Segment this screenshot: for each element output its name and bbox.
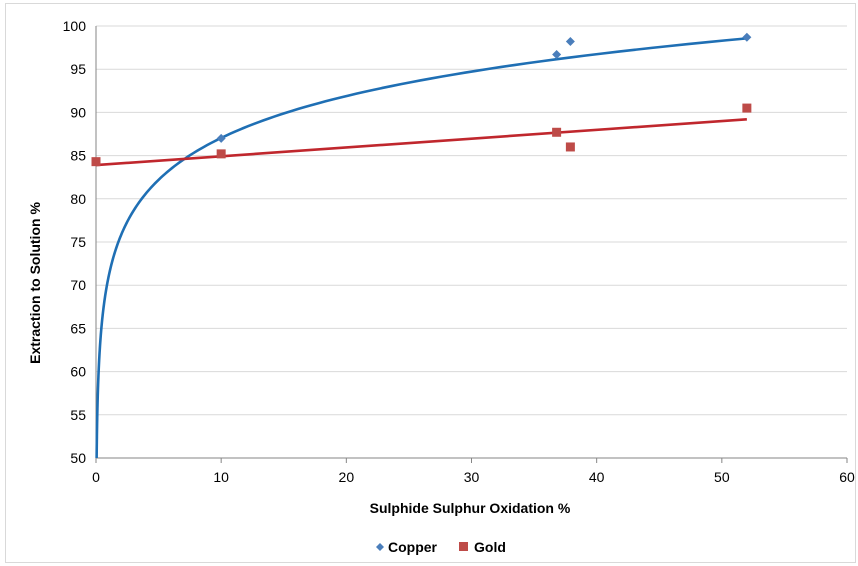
y-tick-label: 95 [70,61,86,77]
copper-point [552,50,562,60]
gold-point [742,103,752,113]
gold-point [565,142,575,152]
gridlines [96,25,847,416]
y-tick-label: 90 [70,104,86,120]
legend-item-gold: Gold [459,539,506,555]
y-tick-label: 70 [70,277,86,293]
x-tick-label: 50 [714,469,730,485]
legend-gold-label: Gold [474,539,506,555]
y-tick-label: 80 [70,191,86,207]
y-axis-title: Extraction to Solution % [27,202,43,364]
copper-point [216,133,226,143]
x-tick-label: 0 [92,469,100,485]
gold-trendline [95,118,747,167]
y-tick-label: 75 [70,234,86,250]
gold-point [91,157,101,167]
axes [95,26,848,463]
x-tick-label: 10 [213,469,229,485]
data-markers [91,32,752,167]
y-tick-label: 60 [70,364,86,380]
y-tick-label: 55 [70,407,86,423]
y-tick-label: 65 [70,320,86,336]
x-tick-label: 40 [589,469,605,485]
y-tick-label: 100 [63,18,87,34]
legend-item-copper: Copper [376,539,438,555]
chart-frame [5,3,856,563]
x-tick-label: 30 [464,469,480,485]
legend-gold-marker [459,542,468,551]
y-tick-label: 50 [70,450,86,466]
copper-point [742,32,752,42]
trendlines [95,37,747,459]
copper-trendline [95,37,747,459]
tick-labels: 50 55 60 65 70 75 80 85 90 95 100 0 10 20 30 40 50 60 [63,18,855,485]
legend-copper-marker [376,543,384,551]
gold-point [552,127,562,137]
x-tick-label: 20 [339,469,355,485]
gold-point [216,149,226,159]
x-tick-label: 60 [839,469,855,485]
copper-point [565,37,575,47]
x-axis-title: Sulphide Sulphur Oxidation % [370,500,571,516]
y-tick-label: 85 [70,148,86,164]
legend: Copper Gold [376,539,506,555]
legend-copper-label: Copper [388,539,438,555]
